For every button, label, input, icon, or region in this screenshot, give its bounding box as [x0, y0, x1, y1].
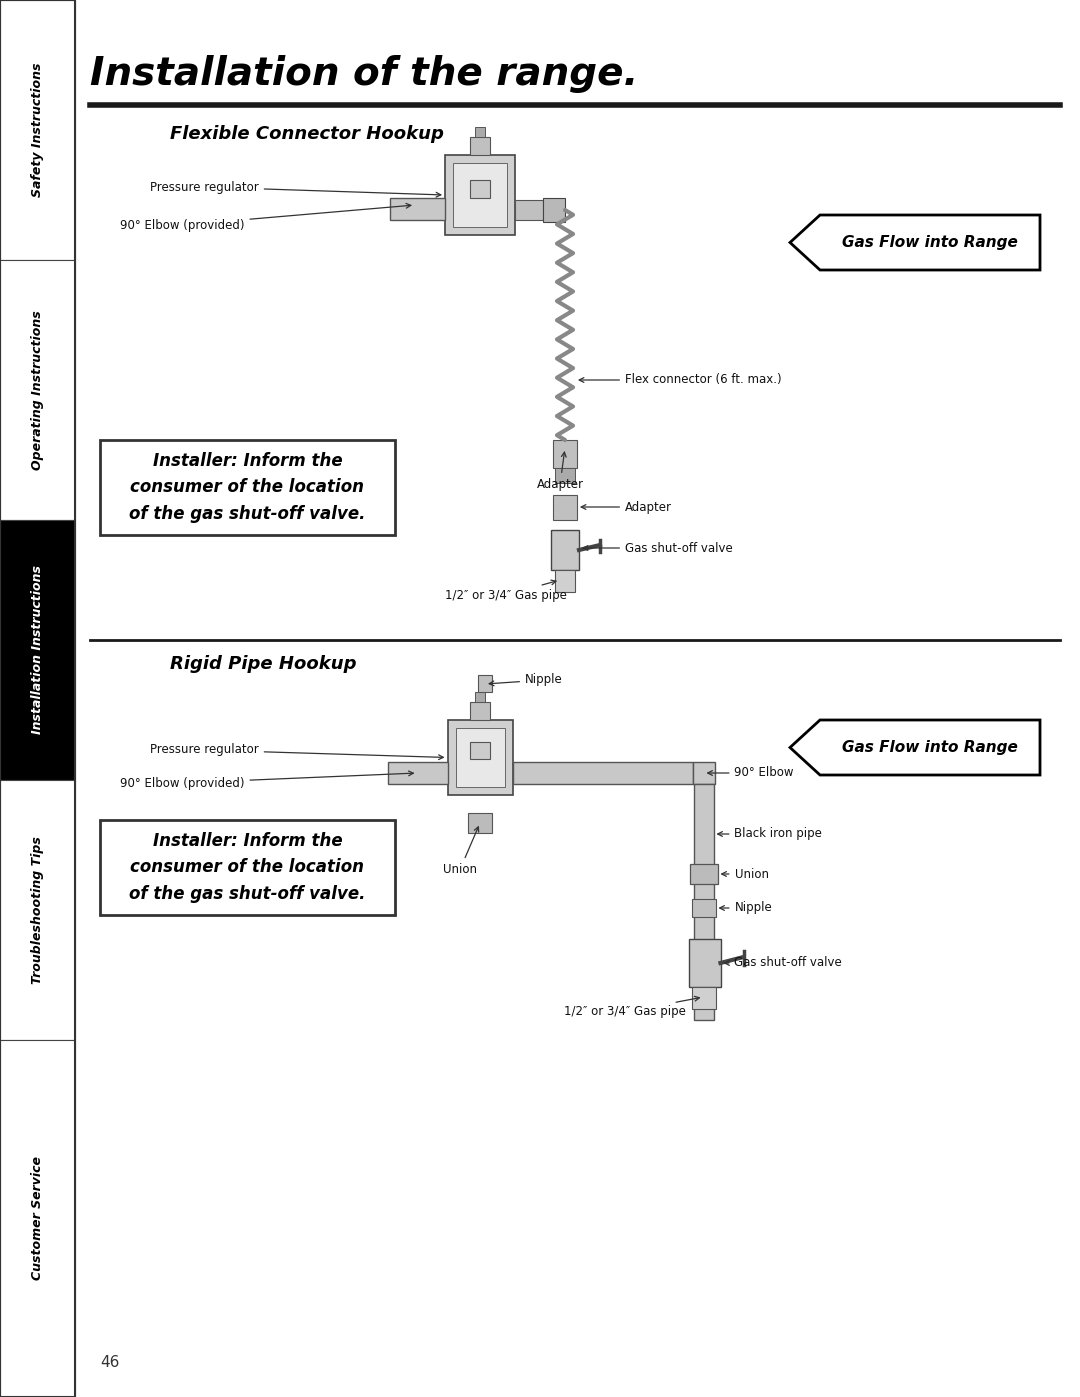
- Bar: [555, 570, 575, 592]
- Bar: [100, 440, 395, 535]
- Bar: [470, 137, 490, 155]
- Text: Installation Instructions: Installation Instructions: [31, 566, 44, 735]
- Text: Nipple: Nipple: [489, 673, 563, 686]
- Bar: [447, 719, 513, 795]
- Text: Rigid Pipe Hookup: Rigid Pipe Hookup: [170, 655, 356, 673]
- Text: Black iron pipe: Black iron pipe: [718, 827, 822, 841]
- Bar: [0, 0, 75, 1397]
- Text: 46: 46: [100, 1355, 120, 1370]
- Text: Installation of the range.: Installation of the range.: [90, 54, 638, 94]
- Text: Installer: Inform the
consumer of the location
of the gas shut-off valve.: Installer: Inform the consumer of the lo…: [130, 833, 366, 902]
- Bar: [453, 163, 507, 226]
- Bar: [0, 260, 75, 520]
- Bar: [445, 155, 515, 235]
- Bar: [553, 440, 577, 468]
- Text: 1/2″ or 3/4″ Gas pipe: 1/2″ or 3/4″ Gas pipe: [564, 996, 700, 1018]
- Bar: [689, 939, 720, 988]
- Bar: [515, 200, 543, 219]
- Bar: [0, 0, 75, 260]
- Bar: [388, 761, 447, 784]
- Bar: [100, 820, 395, 915]
- Text: Pressure regulator: Pressure regulator: [150, 743, 443, 760]
- Bar: [543, 198, 565, 222]
- Bar: [691, 900, 715, 916]
- Text: Adapter: Adapter: [581, 500, 672, 514]
- Text: Union: Union: [443, 827, 478, 876]
- Bar: [390, 198, 445, 219]
- Bar: [470, 180, 490, 198]
- Bar: [553, 495, 577, 520]
- Bar: [0, 520, 75, 780]
- Polygon shape: [789, 719, 1040, 775]
- Bar: [475, 127, 485, 137]
- Text: Nipple: Nipple: [719, 901, 772, 915]
- Bar: [689, 863, 717, 884]
- Bar: [513, 761, 692, 784]
- Text: Customer Service: Customer Service: [31, 1157, 44, 1281]
- Bar: [691, 988, 715, 1009]
- Bar: [693, 784, 714, 1020]
- Text: 90° Elbow (provided): 90° Elbow (provided): [120, 204, 410, 232]
- Bar: [470, 742, 490, 759]
- Text: Troubleshooting Tips: Troubleshooting Tips: [31, 835, 44, 983]
- Text: Safety Instructions: Safety Instructions: [31, 63, 44, 197]
- Bar: [475, 692, 485, 703]
- Text: 90° Elbow: 90° Elbow: [707, 767, 794, 780]
- Bar: [468, 813, 492, 833]
- Text: Union: Union: [721, 868, 769, 880]
- Text: Flex connector (6 ft. max.): Flex connector (6 ft. max.): [579, 373, 782, 387]
- Bar: [692, 761, 715, 784]
- Text: 90° Elbow (provided): 90° Elbow (provided): [120, 771, 414, 789]
- Text: 1/2″ or 3/4″ Gas pipe: 1/2″ or 3/4″ Gas pipe: [445, 580, 567, 602]
- Text: Gas Flow into Range: Gas Flow into Range: [842, 235, 1018, 250]
- Bar: [0, 780, 75, 1039]
- Bar: [555, 468, 575, 483]
- Text: Gas shut-off valve: Gas shut-off valve: [725, 957, 842, 970]
- Text: Operating Instructions: Operating Instructions: [31, 310, 44, 469]
- Bar: [470, 703, 490, 719]
- Text: Flexible Connector Hookup: Flexible Connector Hookup: [170, 124, 444, 142]
- Text: Pressure regulator: Pressure regulator: [150, 180, 441, 197]
- Text: Installer: Inform the
consumer of the location
of the gas shut-off valve.: Installer: Inform the consumer of the lo…: [130, 453, 366, 522]
- Bar: [478, 675, 492, 692]
- Polygon shape: [789, 215, 1040, 270]
- Bar: [551, 529, 579, 570]
- Text: Adapter: Adapter: [537, 453, 583, 490]
- Text: Gas shut-off valve: Gas shut-off valve: [583, 542, 732, 555]
- Bar: [456, 728, 504, 787]
- Bar: [0, 1039, 75, 1397]
- Text: Gas Flow into Range: Gas Flow into Range: [842, 740, 1018, 754]
